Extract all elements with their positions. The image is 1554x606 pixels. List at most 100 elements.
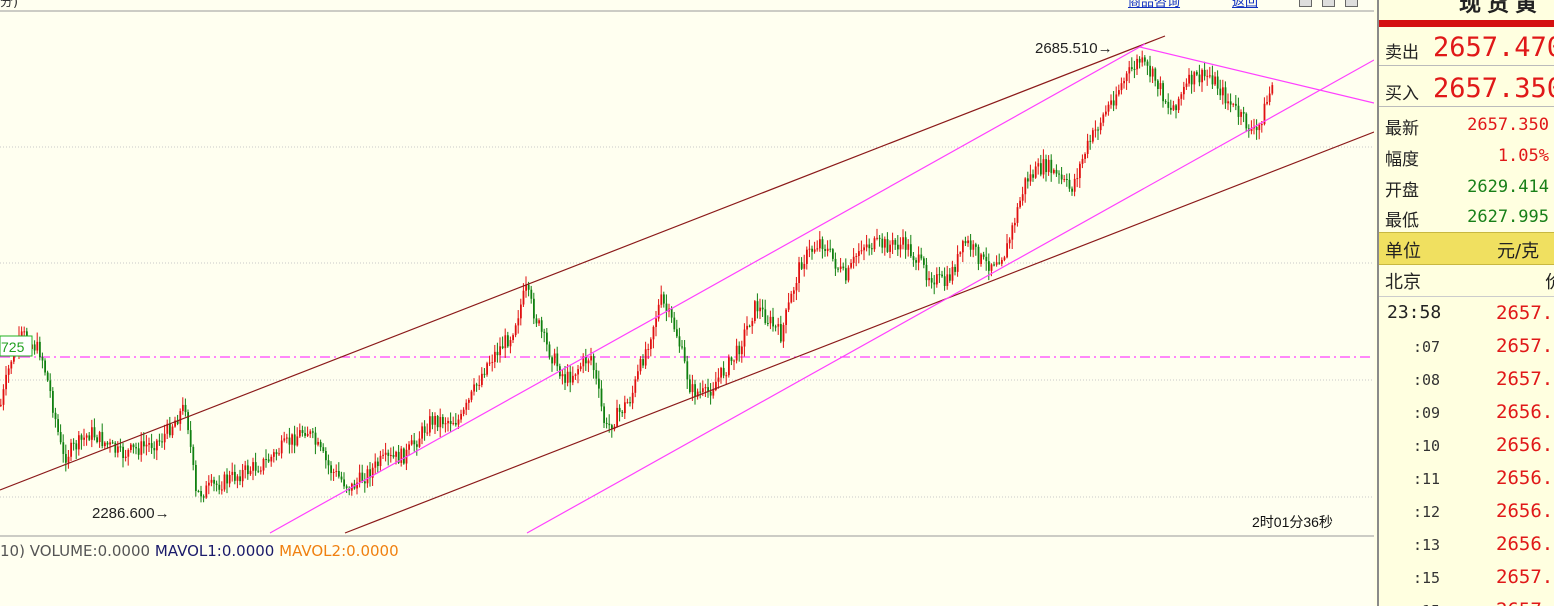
tick-time: :09 <box>1413 404 1441 422</box>
candle-body <box>0 404 2 406</box>
stat-label: 最低 <box>1385 211 1419 231</box>
close-button[interactable] <box>1345 0 1358 7</box>
candle-body <box>665 303 668 312</box>
grid-lines <box>0 10 1374 537</box>
low-price-label: 2286.600→ <box>92 505 170 522</box>
candle-body <box>491 361 494 363</box>
candle-body <box>1216 76 1219 89</box>
back-link[interactable]: 返回 <box>1232 0 1259 10</box>
candle-body <box>704 387 707 389</box>
candle-body <box>712 390 715 396</box>
candle-body <box>1024 178 1027 195</box>
candle-body <box>969 240 972 250</box>
candle-body <box>962 241 964 253</box>
candle-body <box>1172 105 1175 110</box>
candle-body <box>171 426 174 436</box>
candle-body <box>972 244 975 250</box>
candle-body <box>660 294 663 305</box>
restore-button[interactable] <box>1322 0 1335 7</box>
candle-body <box>538 320 540 324</box>
candle-body <box>304 432 306 436</box>
candle-body <box>1120 83 1123 91</box>
candle-body <box>891 240 894 245</box>
candle-body <box>902 237 904 245</box>
candle-body <box>322 447 325 452</box>
candle-body <box>1094 129 1097 131</box>
candle-body <box>1045 159 1047 173</box>
candle-body <box>169 423 171 436</box>
candle-body <box>548 344 551 358</box>
candle-body <box>611 425 613 430</box>
candle-body <box>780 324 782 342</box>
lower-trend-line <box>526 59 1374 534</box>
candle-body <box>793 290 795 294</box>
candle-body <box>1144 57 1146 62</box>
candle-body <box>925 264 928 281</box>
candle-body <box>878 237 881 239</box>
candle-body <box>855 255 858 257</box>
candlestick-chart[interactable]: 2685.510→ 2286.600→ 725 2时01分36秒 分) 商品咨询 返回… <box>0 0 1374 606</box>
candle-body <box>673 317 676 330</box>
upper-trend-line <box>269 43 1146 534</box>
candle-body <box>1034 166 1037 178</box>
candle-body <box>104 442 106 447</box>
candle-body <box>530 289 533 299</box>
candle-body <box>1188 74 1190 84</box>
candle-body <box>769 316 772 324</box>
candle-body <box>938 274 941 276</box>
candle-body <box>345 486 348 488</box>
candle-body <box>325 451 327 461</box>
tick-row: :11 2656. <box>1379 462 1554 495</box>
candle-body <box>605 422 608 424</box>
candle-body <box>1112 100 1115 106</box>
candle-body <box>98 432 101 443</box>
stat-value: 2627.995 <box>1467 207 1549 227</box>
candle-body <box>1232 103 1235 105</box>
candle-body <box>374 461 377 468</box>
candle-body <box>746 325 748 330</box>
product-info-link[interactable]: 商品咨询 <box>1128 0 1181 10</box>
tick-row: :15 2657. <box>1379 561 1554 594</box>
candle-body <box>317 441 319 445</box>
candle-body <box>582 356 585 367</box>
candle-body <box>884 239 886 248</box>
candle-body <box>291 434 293 445</box>
candle-body <box>1107 104 1110 112</box>
candle-body <box>907 244 910 250</box>
candle-body <box>1214 76 1216 85</box>
candle-body <box>361 472 364 482</box>
candle-body <box>62 442 65 454</box>
candle-body <box>577 369 579 375</box>
candle-body <box>36 341 39 351</box>
candle-body <box>247 465 249 475</box>
candle-body <box>455 422 457 425</box>
tick-time: :08 <box>1413 371 1441 389</box>
candle-body <box>223 474 226 490</box>
candle-body <box>166 423 169 434</box>
candle-body <box>1131 67 1133 69</box>
candle-body <box>691 384 694 393</box>
resistance-line <box>1139 46 1374 104</box>
candle-body <box>683 347 686 362</box>
candle-body <box>46 372 49 381</box>
candle-body <box>109 442 111 445</box>
candle-body <box>91 427 93 440</box>
candle-body <box>176 420 179 424</box>
candle-body <box>257 470 260 472</box>
candle-body <box>1019 200 1021 208</box>
candle-body <box>1266 102 1268 104</box>
candle-body <box>278 453 280 455</box>
minimize-button[interactable] <box>1299 0 1312 7</box>
candle-body <box>998 262 1001 264</box>
candle-body <box>184 404 187 413</box>
stat-label: 幅度 <box>1385 150 1419 170</box>
candle-body <box>730 357 733 362</box>
candle-body <box>436 415 439 428</box>
candle-body <box>1180 94 1183 99</box>
chart-canvas[interactable]: 2685.510→ 2286.600→ 725 2时01分36秒 <box>0 0 1374 606</box>
candle-body <box>808 248 811 250</box>
candle-body <box>1245 113 1248 129</box>
candle-body <box>1203 69 1206 77</box>
candle-body <box>215 483 218 485</box>
candle-body <box>1162 83 1164 102</box>
